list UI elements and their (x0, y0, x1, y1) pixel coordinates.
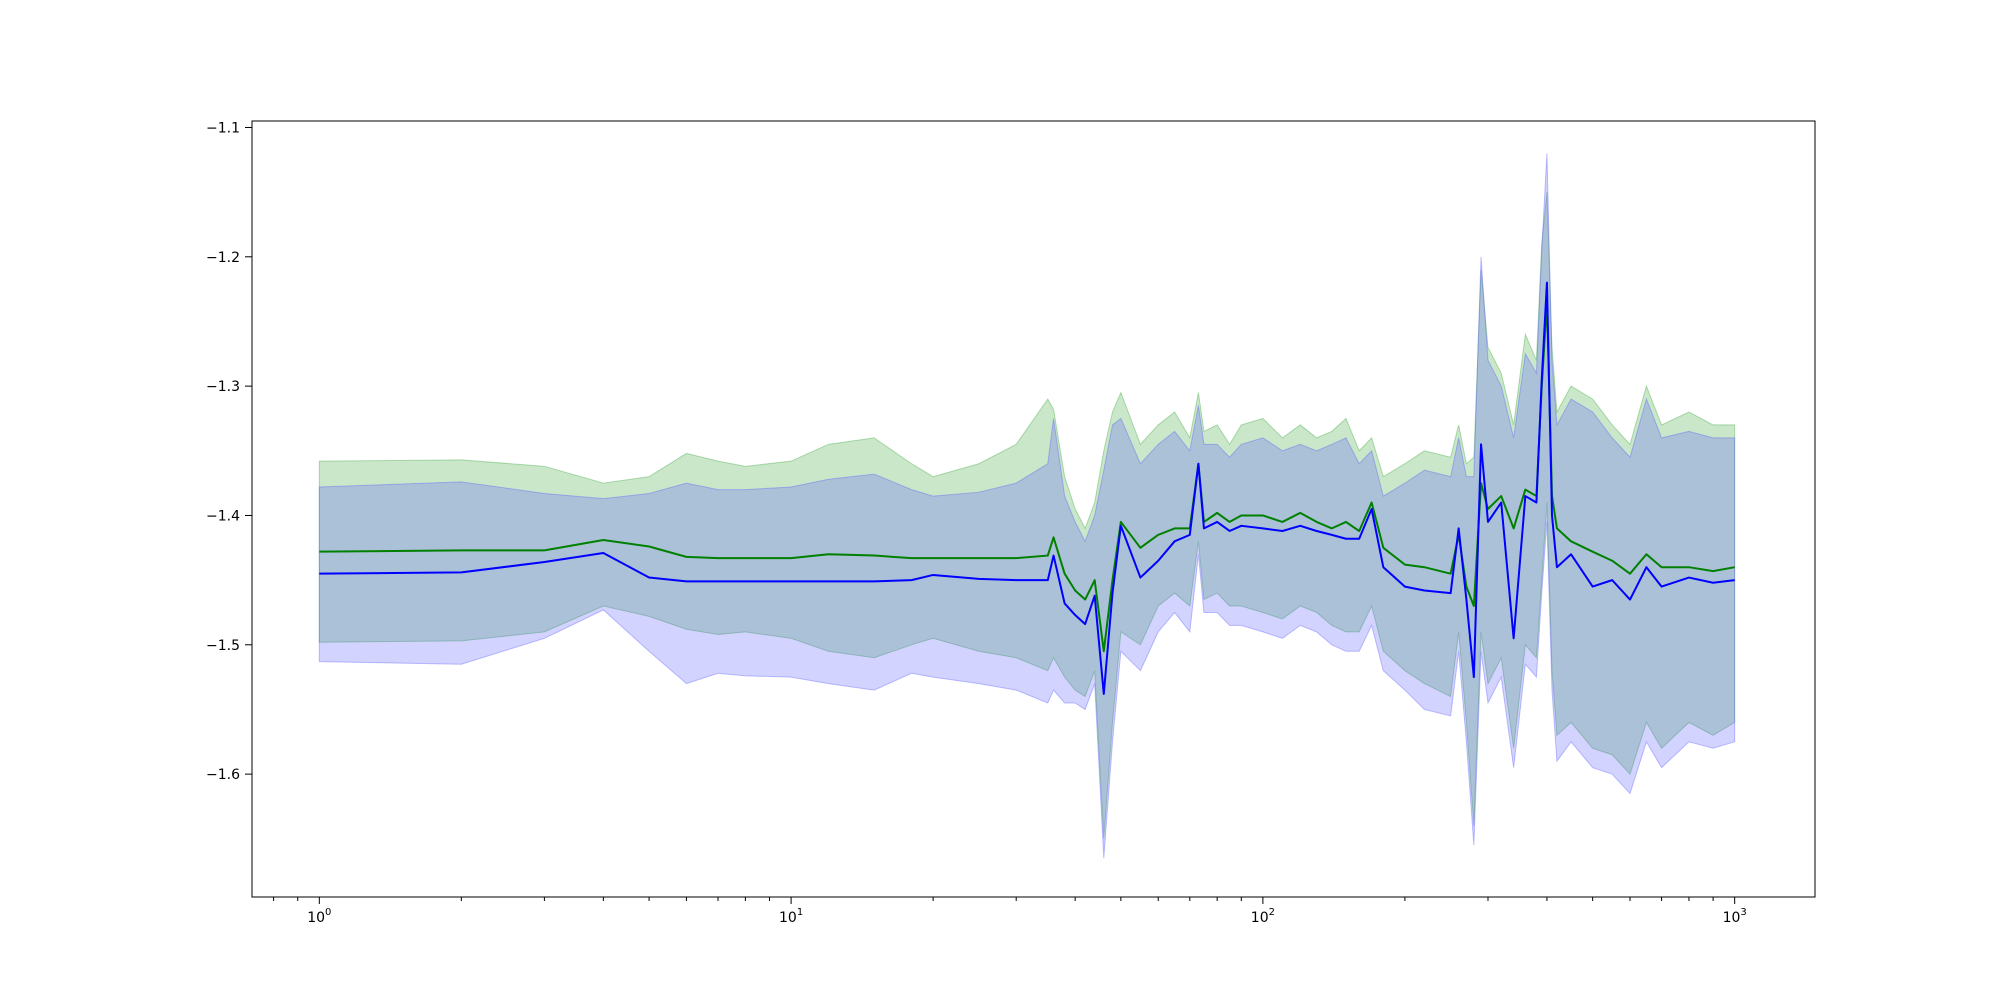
x-tick-label: 101 (779, 907, 803, 926)
x-tick-exponent: 3 (1740, 907, 1746, 918)
y-tick-label: −1.2 (206, 250, 240, 266)
green-confidence-band (318, 192, 1736, 839)
x-tick-exponent: 0 (325, 907, 331, 918)
x-tick-base: 10 (1251, 910, 1269, 926)
y-tick-label: −1.6 (206, 767, 240, 783)
y-tick-label: −1.3 (206, 379, 240, 395)
confidence-bands (318, 153, 1736, 859)
y-axis: −1.1 −1.2 −1.3 −1.4 −1.5 −1.6 (206, 120, 252, 783)
x-tick-base: 10 (779, 910, 797, 926)
plot-frame (251, 120, 1816, 898)
x-axis: 100 101 102 103 (273, 897, 1747, 926)
x-tick-label: 100 (307, 907, 331, 926)
x-tick-exponent: 1 (797, 907, 803, 918)
series-lines (319, 281, 1735, 695)
blue-confidence-band (318, 153, 1736, 859)
x-tick-label: 102 (1251, 907, 1275, 926)
y-tick-label: −1.4 (206, 508, 240, 524)
y-tick-label: −1.1 (206, 120, 240, 136)
y-tick-label: −1.5 (206, 638, 240, 654)
x-tick-label: 103 (1723, 907, 1747, 926)
x-tick-base: 10 (1723, 910, 1741, 926)
blue-series-line (319, 281, 1735, 695)
x-tick-base: 10 (307, 910, 325, 926)
x-tick-exponent: 2 (1269, 907, 1275, 918)
